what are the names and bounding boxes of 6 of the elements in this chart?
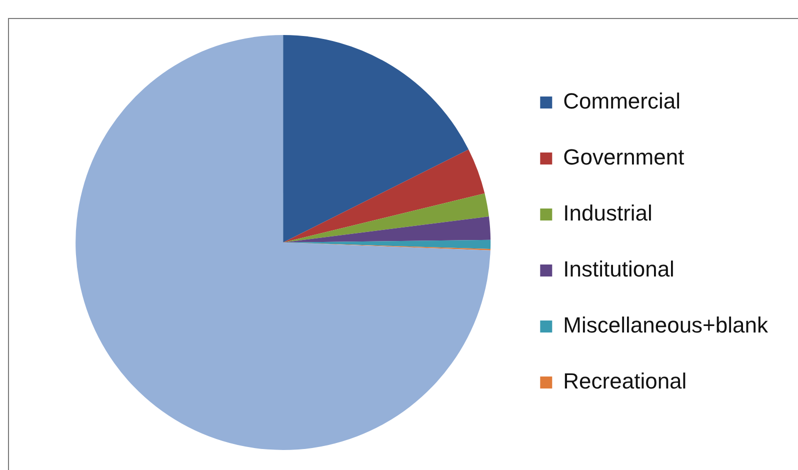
legend-label: Recreational <box>563 368 687 394</box>
legend-label: Institutional <box>563 256 674 282</box>
legend-label: Industrial <box>563 200 652 226</box>
legend-label: Government <box>563 144 684 170</box>
legend-label: Miscellaneous+blank <box>563 312 769 338</box>
legend-label: Commercial <box>563 88 681 114</box>
